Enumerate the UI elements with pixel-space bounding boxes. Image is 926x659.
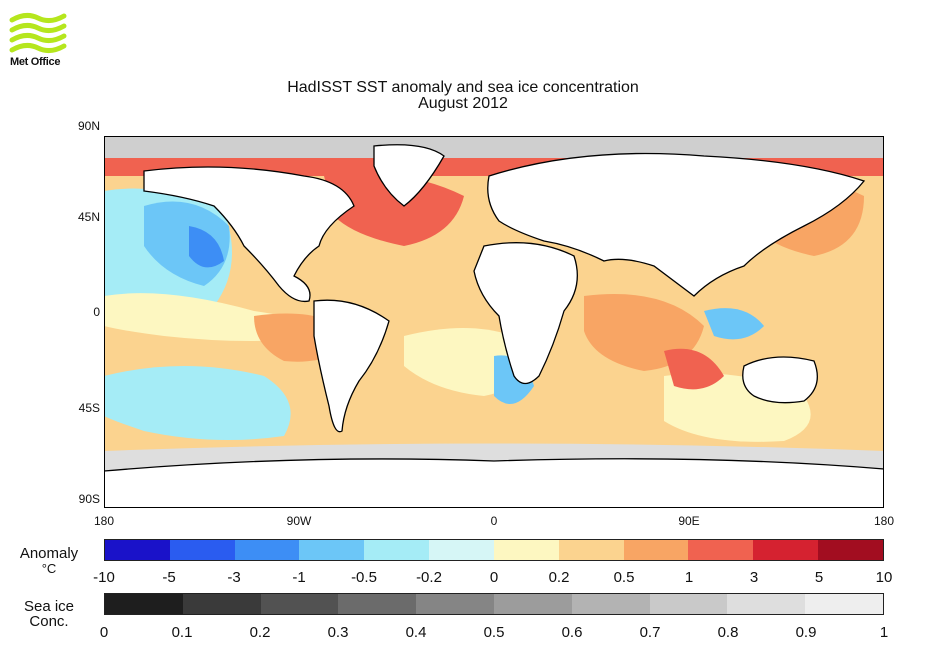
anomaly-swatch xyxy=(234,540,300,560)
anomaly-swatch xyxy=(818,540,883,560)
ice-tick-label: 0.2 xyxy=(249,624,271,641)
anomaly-swatch xyxy=(558,540,624,560)
ice-colorbar xyxy=(104,593,884,615)
lon-label-0: 0 xyxy=(490,514,498,528)
ice-legend-label: Sea ice xyxy=(23,598,75,615)
lat-label-45s: 45S xyxy=(78,401,100,415)
anomaly-tick-label: -3 xyxy=(227,569,241,586)
ice-swatch xyxy=(338,594,417,614)
ice-tick-label: 0.4 xyxy=(405,624,427,641)
anomaly-tick-label: 0.2 xyxy=(548,569,570,586)
anomaly-tick-label: 3 xyxy=(749,569,759,586)
ice-tick-label: 0.6 xyxy=(561,624,583,641)
anomaly-swatch xyxy=(688,540,754,560)
ice-swatch xyxy=(182,594,261,614)
anomaly-tick-label: 0.5 xyxy=(613,569,635,586)
anomaly-tick-label: 0 xyxy=(489,569,499,586)
anomaly-swatch xyxy=(493,540,559,560)
anomaly-swatch xyxy=(299,540,365,560)
ice-tick-label: 0.9 xyxy=(795,624,817,641)
anomaly-swatch xyxy=(105,540,170,560)
anomaly-tick-label: -0.5 xyxy=(351,569,377,586)
lat-label-90n: 90N xyxy=(77,119,100,133)
anomaly-tick-label: -0.2 xyxy=(416,569,442,586)
anomaly-tick-label: 1 xyxy=(684,569,694,586)
anomaly-tick-label: -1 xyxy=(292,569,306,586)
anomaly-tick-label: 5 xyxy=(814,569,824,586)
lat-label-45n: 45N xyxy=(77,210,100,224)
anomaly-colorbar xyxy=(104,539,884,561)
anomaly-tick-label: 10 xyxy=(875,569,893,586)
ice-tick-label: 0.3 xyxy=(327,624,349,641)
anomaly-swatch xyxy=(169,540,235,560)
anomaly-swatch xyxy=(753,540,819,560)
ice-swatch xyxy=(649,594,728,614)
anomaly-legend-unit: °C xyxy=(41,561,57,576)
met-office-logo xyxy=(9,12,67,54)
sst-anomaly-map xyxy=(104,136,884,508)
anomaly-swatch xyxy=(429,540,494,560)
anomaly-tick-label: -5 xyxy=(162,569,176,586)
map-subtitle: August 2012 xyxy=(418,95,508,112)
ice-swatch xyxy=(416,594,494,614)
ice-tick-label: 0 xyxy=(99,624,109,641)
map-title: HadISST SST anomaly and sea ice concentr… xyxy=(287,79,639,96)
anomaly-tick-label: -10 xyxy=(93,569,115,586)
ice-tick-label: 0.8 xyxy=(717,624,739,641)
lon-label-180w: 180 xyxy=(93,514,115,528)
ice-swatch xyxy=(105,594,183,614)
ice-legend-label-2: Conc. xyxy=(29,613,69,630)
lat-label-0: 0 xyxy=(93,305,100,319)
lat-label-90s: 90S xyxy=(78,492,100,506)
logo-text: Met Office xyxy=(10,56,61,68)
anomaly-legend-label: Anomaly xyxy=(19,545,79,562)
ice-tick-label: 0.7 xyxy=(639,624,661,641)
ice-swatch xyxy=(805,594,883,614)
anomaly-swatch xyxy=(623,540,689,560)
lon-label-90e: 90E xyxy=(678,514,700,528)
ice-swatch xyxy=(571,594,650,614)
ice-swatch xyxy=(260,594,339,614)
ice-tick-label: 0.1 xyxy=(171,624,193,641)
ice-swatch xyxy=(727,594,806,614)
ice-swatch xyxy=(493,594,572,614)
lon-label-180e: 180 xyxy=(873,514,895,528)
anomaly-swatch xyxy=(364,540,430,560)
ice-tick-label: 1 xyxy=(879,624,889,641)
lon-label-90w: 90W xyxy=(286,514,312,528)
ice-tick-label: 0.5 xyxy=(483,624,505,641)
